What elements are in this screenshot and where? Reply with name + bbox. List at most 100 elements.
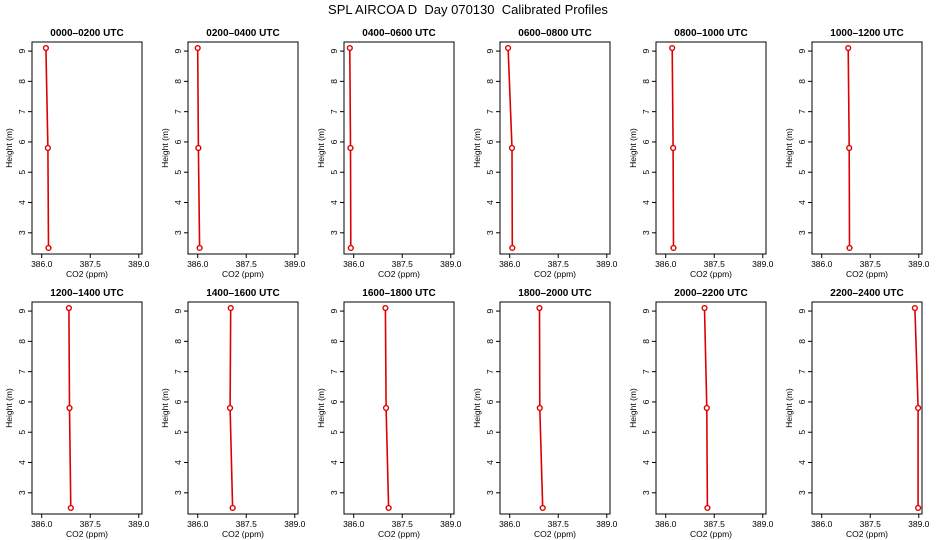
plot-frame xyxy=(655,301,767,515)
y-axis-label: Height (m) xyxy=(628,388,638,428)
y-tick-label: 5 xyxy=(797,430,807,435)
y-tick-label: 3 xyxy=(329,490,339,495)
data-point xyxy=(346,44,353,52)
panel-title: 0200–0400 UTC xyxy=(206,28,279,39)
data-point xyxy=(509,244,516,252)
x-tick-label: 386.0 xyxy=(811,259,833,269)
y-tick-label: 9 xyxy=(797,48,807,53)
y-tick-label: 3 xyxy=(797,490,807,495)
x-tick-label: 389.0 xyxy=(752,259,774,269)
y-tick-label: 6 xyxy=(485,139,495,144)
y-tick-label: 7 xyxy=(173,369,183,374)
x-axis-label: CO2 (ppm) xyxy=(846,529,888,539)
y-tick-label: 4 xyxy=(641,460,651,465)
y-tick-label: 9 xyxy=(797,308,807,313)
y-tick-label: 9 xyxy=(641,308,651,313)
x-tick-label: 387.5 xyxy=(548,259,570,269)
y-tick-label: 4 xyxy=(329,200,339,205)
plot-frame xyxy=(655,41,767,255)
x-tick-label: 389.0 xyxy=(908,259,930,269)
x-tick-label: 387.5 xyxy=(860,519,882,529)
x-axis-label: CO2 (ppm) xyxy=(690,269,732,279)
y-tick-label: 3 xyxy=(329,230,339,235)
x-tick-label: 386.0 xyxy=(343,259,365,269)
y-tick-label: 3 xyxy=(173,230,183,235)
panel-title: 1800–2000 UTC xyxy=(518,288,591,299)
y-axis-label: Height (m) xyxy=(4,128,14,168)
y-axis-label: Height (m) xyxy=(784,388,794,428)
y-tick-label: 6 xyxy=(17,139,27,144)
profile-panel: 0600–0800 UTC 386.0 387.5 389.0 CO2 (ppm) 3 4 5… xyxy=(472,28,618,279)
y-tick-label: 3 xyxy=(17,490,27,495)
y-axis-label: Height (m) xyxy=(316,128,326,168)
y-tick-label: 5 xyxy=(329,170,339,175)
y-tick-label: 4 xyxy=(17,200,27,205)
data-point xyxy=(385,504,392,512)
data-point xyxy=(504,44,512,52)
data-point xyxy=(911,304,918,312)
panel-title: 2200–2400 UTC xyxy=(830,288,903,299)
y-tick-label: 9 xyxy=(173,308,183,313)
y-tick-label: 4 xyxy=(173,200,183,205)
profile-panel: 1400–1600 UTC 386.0 387.5 389.0 CO2 (ppm) 3 4 5… xyxy=(160,288,306,539)
data-point xyxy=(845,44,852,52)
y-tick-label: 6 xyxy=(641,399,651,404)
x-tick-label: 389.0 xyxy=(596,259,618,269)
x-axis-label: CO2 (ppm) xyxy=(378,529,420,539)
x-tick-label: 386.0 xyxy=(187,259,209,269)
y-tick-label: 8 xyxy=(485,339,495,344)
data-point xyxy=(65,304,72,312)
y-tick-label: 5 xyxy=(17,430,27,435)
y-tick-label: 8 xyxy=(173,79,183,84)
y-tick-label: 9 xyxy=(329,308,339,313)
data-point xyxy=(536,304,543,312)
profile-panel: 1600–1800 UTC 386.0 387.5 389.0 CO2 (ppm) 3 4 5… xyxy=(316,288,462,539)
y-axis-label: Height (m) xyxy=(316,388,326,428)
data-point xyxy=(915,504,922,512)
plot-frame xyxy=(31,41,143,255)
x-tick-label: 389.0 xyxy=(440,259,462,269)
x-axis-label: CO2 (ppm) xyxy=(66,529,108,539)
y-tick-label: 5 xyxy=(641,430,651,435)
profile-panel: 0400–0600 UTC 386.0 387.5 389.0 CO2 (ppm) 3 4 5… xyxy=(316,28,462,279)
y-tick-label: 5 xyxy=(485,430,495,435)
y-tick-label: 3 xyxy=(797,230,807,235)
plot-frame xyxy=(343,41,455,255)
x-tick-label: 386.0 xyxy=(655,259,677,269)
data-point xyxy=(42,44,50,52)
data-point xyxy=(67,504,74,512)
x-tick-label: 387.5 xyxy=(548,519,570,529)
x-axis-label: CO2 (ppm) xyxy=(690,529,732,539)
profile-panel: 1000–1200 UTC 386.0 387.5 389.0 CO2 (ppm) 3 4 5… xyxy=(784,28,930,279)
data-point xyxy=(669,44,676,52)
y-tick-label: 4 xyxy=(17,460,27,465)
y-tick-label: 5 xyxy=(17,170,27,175)
y-tick-label: 7 xyxy=(329,369,339,374)
data-point xyxy=(66,404,73,412)
y-tick-label: 8 xyxy=(797,79,807,84)
page-title: SPL AIRCOA D Day 070130 Calibrated Profi… xyxy=(328,2,608,17)
y-tick-label: 6 xyxy=(173,139,183,144)
data-point xyxy=(704,504,711,512)
y-axis-label: Height (m) xyxy=(4,388,14,428)
y-tick-label: 5 xyxy=(329,430,339,435)
y-tick-label: 8 xyxy=(641,79,651,84)
x-axis-label: CO2 (ppm) xyxy=(846,269,888,279)
x-tick-label: 386.0 xyxy=(343,519,365,529)
y-axis-label: Height (m) xyxy=(160,128,170,168)
x-tick-label: 387.5 xyxy=(236,519,258,529)
y-tick-label: 4 xyxy=(173,460,183,465)
y-tick-label: 7 xyxy=(485,369,495,374)
data-point xyxy=(701,304,708,312)
plot-frame xyxy=(811,301,923,515)
x-axis-label: CO2 (ppm) xyxy=(222,269,264,279)
data-point xyxy=(508,144,516,152)
y-tick-label: 7 xyxy=(797,109,807,114)
y-tick-label: 7 xyxy=(173,109,183,114)
y-tick-label: 3 xyxy=(173,490,183,495)
x-tick-label: 389.0 xyxy=(128,259,150,269)
y-tick-label: 8 xyxy=(17,79,27,84)
y-tick-label: 7 xyxy=(485,109,495,114)
panel-title: 0400–0600 UTC xyxy=(362,28,435,39)
